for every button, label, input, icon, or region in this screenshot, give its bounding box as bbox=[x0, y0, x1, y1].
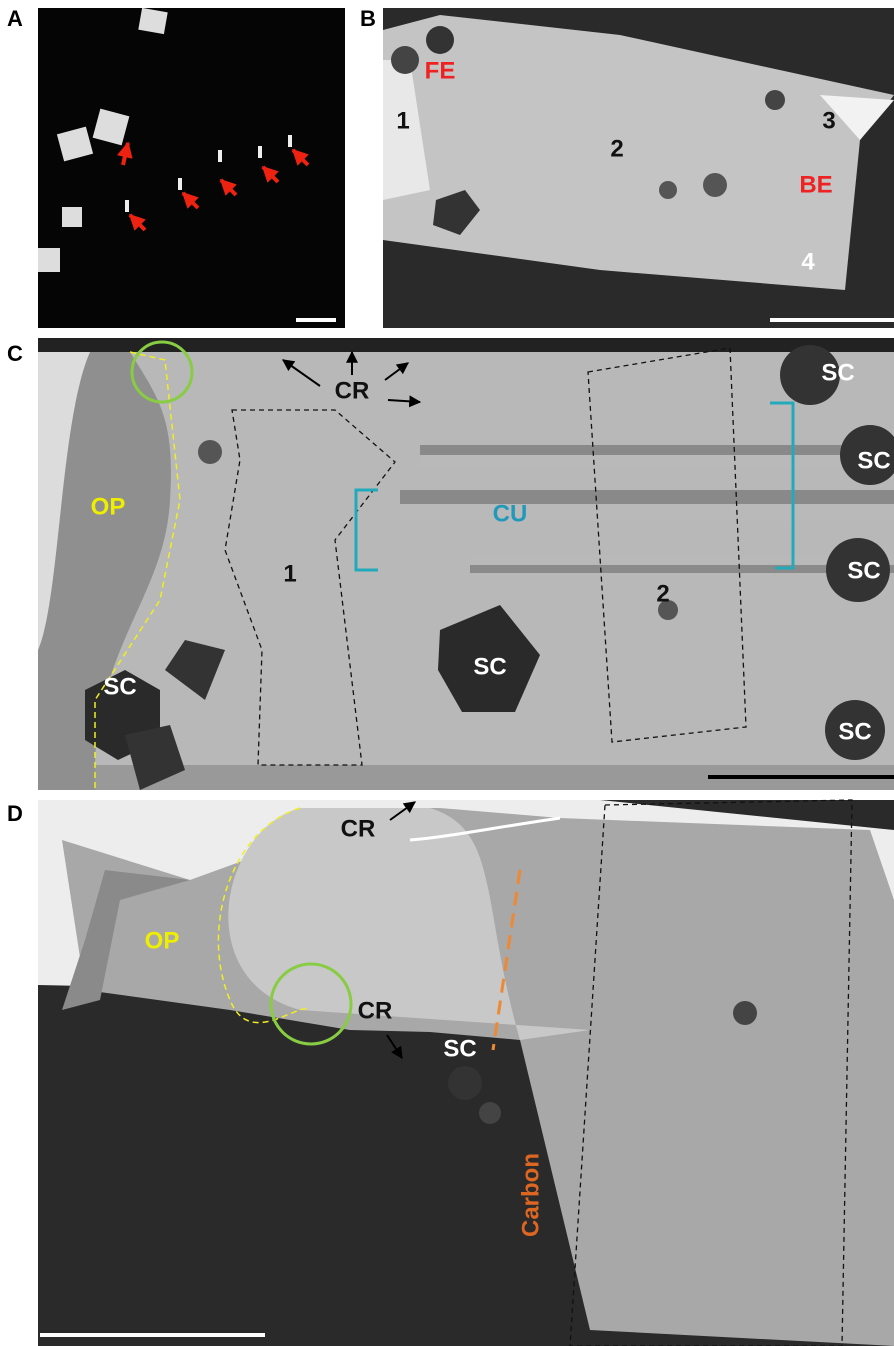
annotation: FE bbox=[425, 57, 456, 84]
annotation: BE bbox=[799, 171, 832, 198]
annotation: CR bbox=[341, 815, 376, 842]
panel-a: A bbox=[7, 6, 345, 328]
annotation: CU bbox=[493, 500, 528, 527]
annotation: OP bbox=[145, 927, 180, 954]
annotation: SC bbox=[473, 653, 506, 680]
panel-label: C bbox=[7, 341, 23, 366]
annotation: 2 bbox=[656, 580, 669, 607]
annotation: SC bbox=[103, 673, 136, 700]
annotation: CR bbox=[335, 377, 370, 404]
panel-c: C CR CU OP 1 2 SC SC SC SC SC SC bbox=[7, 338, 894, 790]
annotation: Carbon bbox=[517, 1153, 544, 1237]
annotation: SC bbox=[847, 557, 880, 584]
panel-d: D CR OP SC CR Carbon bbox=[7, 800, 894, 1346]
annotation: 1 bbox=[396, 107, 409, 134]
figure: A B FE 1 2 3 BE 4 C CR CU OP 1 2 SC SC S… bbox=[0, 0, 894, 1346]
annotation: 4 bbox=[801, 248, 815, 275]
annotation: SC bbox=[821, 359, 854, 386]
annotation: SC bbox=[857, 447, 890, 474]
panel-label: D bbox=[7, 801, 23, 826]
panel-label: A bbox=[7, 6, 23, 31]
annotation: SC bbox=[443, 1035, 476, 1062]
annotation: CR bbox=[358, 997, 393, 1024]
annotation: 3 bbox=[822, 107, 835, 134]
annotation: 2 bbox=[610, 135, 623, 162]
panel-label: B bbox=[360, 6, 376, 31]
annotation: OP bbox=[91, 493, 126, 520]
panel-b: B FE 1 2 3 BE 4 bbox=[360, 6, 894, 328]
annotation: SC bbox=[838, 718, 871, 745]
annotation: 1 bbox=[283, 560, 296, 587]
